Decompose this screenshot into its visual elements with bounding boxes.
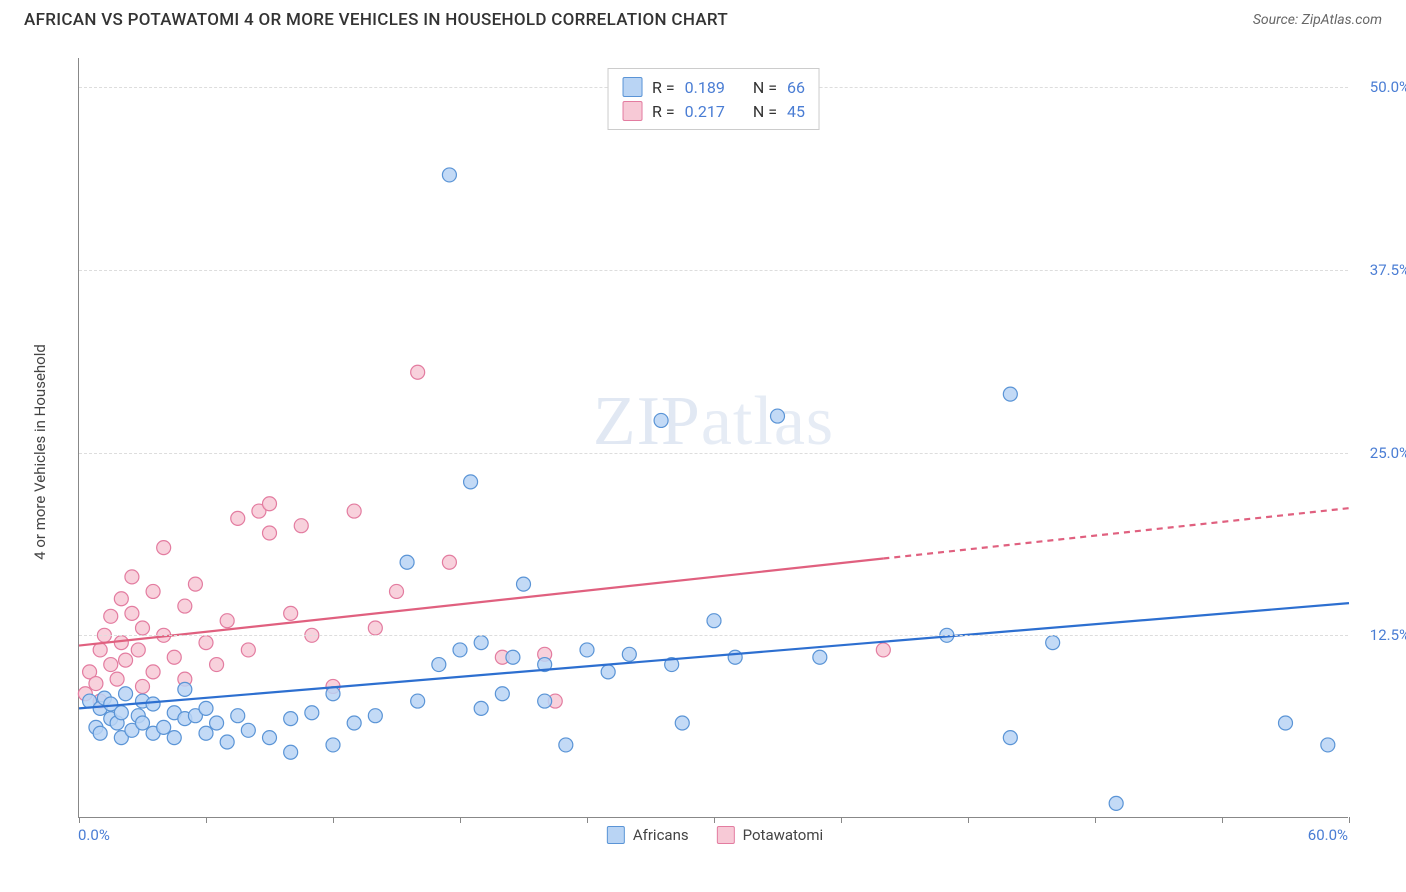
swatch-icon	[622, 77, 642, 97]
stat-r-value: 0.217	[685, 102, 725, 121]
stat-label: N =	[753, 78, 777, 97]
legend-item-potawatomi: Potawatomi	[717, 826, 824, 844]
source-attribution: Source: ZipAtlas.com	[1253, 12, 1382, 28]
chart-title: AFRICAN VS POTAWATOMI 4 OR MORE VEHICLES…	[24, 10, 728, 30]
y-tick-label: 12.5%	[1354, 626, 1406, 644]
scatter-plot-svg	[79, 58, 1348, 817]
x-axis-min-label: 0.0%	[78, 826, 110, 844]
header: AFRICAN VS POTAWATOMI 4 OR MORE VEHICLES…	[0, 0, 1406, 38]
swatch-icon	[607, 826, 625, 844]
stat-label: R =	[652, 78, 675, 97]
stats-row-potawatomi: R = 0.217 N = 45	[622, 99, 805, 123]
swatch-icon	[622, 101, 642, 121]
stats-row-africans: R = 0.189 N = 66	[622, 75, 805, 99]
stat-n-value: 66	[787, 78, 805, 97]
stat-label: R =	[652, 102, 675, 121]
legend-label: Potawatomi	[743, 826, 824, 844]
chart-container: 4 or more Vehicles in Household R = 0.18…	[50, 48, 1380, 838]
plot-area: R = 0.189 N = 66 R = 0.217 N = 45 ZIPatl…	[78, 58, 1348, 818]
y-tick-label: 25.0%	[1354, 444, 1406, 462]
y-axis-label: 4 or more Vehicles in Household	[31, 344, 49, 560]
legend-label: Africans	[633, 826, 689, 844]
legend-item-africans: Africans	[607, 826, 689, 844]
swatch-icon	[717, 826, 735, 844]
stat-n-value: 45	[787, 102, 805, 121]
y-tick-label: 50.0%	[1354, 78, 1406, 96]
stat-r-value: 0.189	[685, 78, 725, 97]
x-axis-max-label: 60.0%	[1308, 826, 1348, 844]
bottom-legend: Africans Potawatomi	[607, 826, 823, 844]
stats-legend-box: R = 0.189 N = 66 R = 0.217 N = 45	[607, 68, 820, 130]
y-tick-label: 37.5%	[1354, 261, 1406, 279]
stat-label: N =	[753, 102, 777, 121]
